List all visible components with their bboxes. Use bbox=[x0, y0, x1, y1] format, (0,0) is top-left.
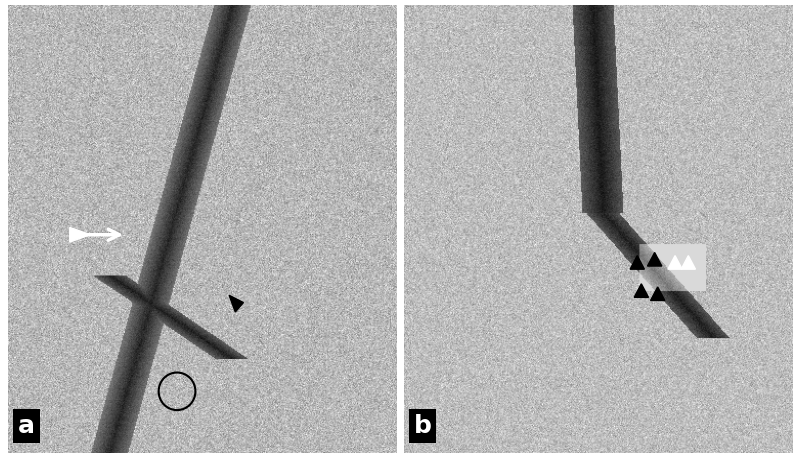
Polygon shape bbox=[681, 256, 695, 269]
Text: b: b bbox=[414, 414, 431, 438]
Polygon shape bbox=[630, 256, 645, 269]
Polygon shape bbox=[229, 295, 243, 312]
Polygon shape bbox=[647, 252, 662, 266]
Text: a: a bbox=[18, 414, 34, 438]
Polygon shape bbox=[634, 284, 649, 297]
Polygon shape bbox=[650, 287, 665, 300]
Polygon shape bbox=[70, 228, 90, 242]
Polygon shape bbox=[668, 256, 682, 269]
